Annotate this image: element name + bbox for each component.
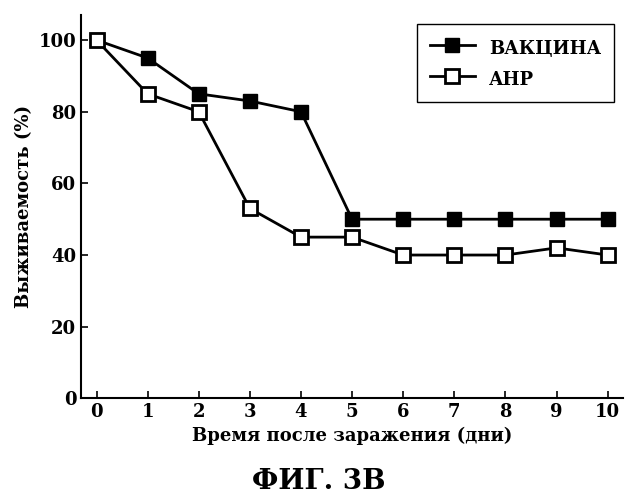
АНР: [450, 252, 458, 258]
ВАКЦИНА: [144, 55, 151, 61]
X-axis label: Время после заражения (дни): Время после заражения (дни): [192, 426, 512, 445]
АНР: [246, 206, 254, 212]
Text: ФИГ. 3В: ФИГ. 3В: [252, 468, 386, 495]
АНР: [501, 252, 509, 258]
ВАКЦИНА: [553, 216, 560, 222]
Legend: ВАКЦИНА, АНР: ВАКЦИНА, АНР: [417, 24, 614, 102]
АНР: [195, 108, 202, 114]
ВАКЦИНА: [604, 216, 611, 222]
АНР: [144, 91, 151, 97]
ВАКЦИНА: [399, 216, 407, 222]
ВАКЦИНА: [501, 216, 509, 222]
ВАКЦИНА: [297, 108, 305, 114]
ВАКЦИНА: [246, 98, 254, 104]
АНР: [604, 252, 611, 258]
Y-axis label: Выживаемость (%): Выживаемость (%): [15, 105, 33, 308]
Line: ВАКЦИНА: ВАКЦИНА: [89, 33, 614, 226]
ВАКЦИНА: [450, 216, 458, 222]
ВАКЦИНА: [195, 91, 202, 97]
АНР: [553, 245, 560, 251]
АНР: [93, 37, 100, 43]
АНР: [297, 234, 305, 240]
Line: АНР: АНР: [89, 33, 614, 262]
АНР: [399, 252, 407, 258]
ВАКЦИНА: [348, 216, 356, 222]
ВАКЦИНА: [93, 37, 100, 43]
АНР: [348, 234, 356, 240]
